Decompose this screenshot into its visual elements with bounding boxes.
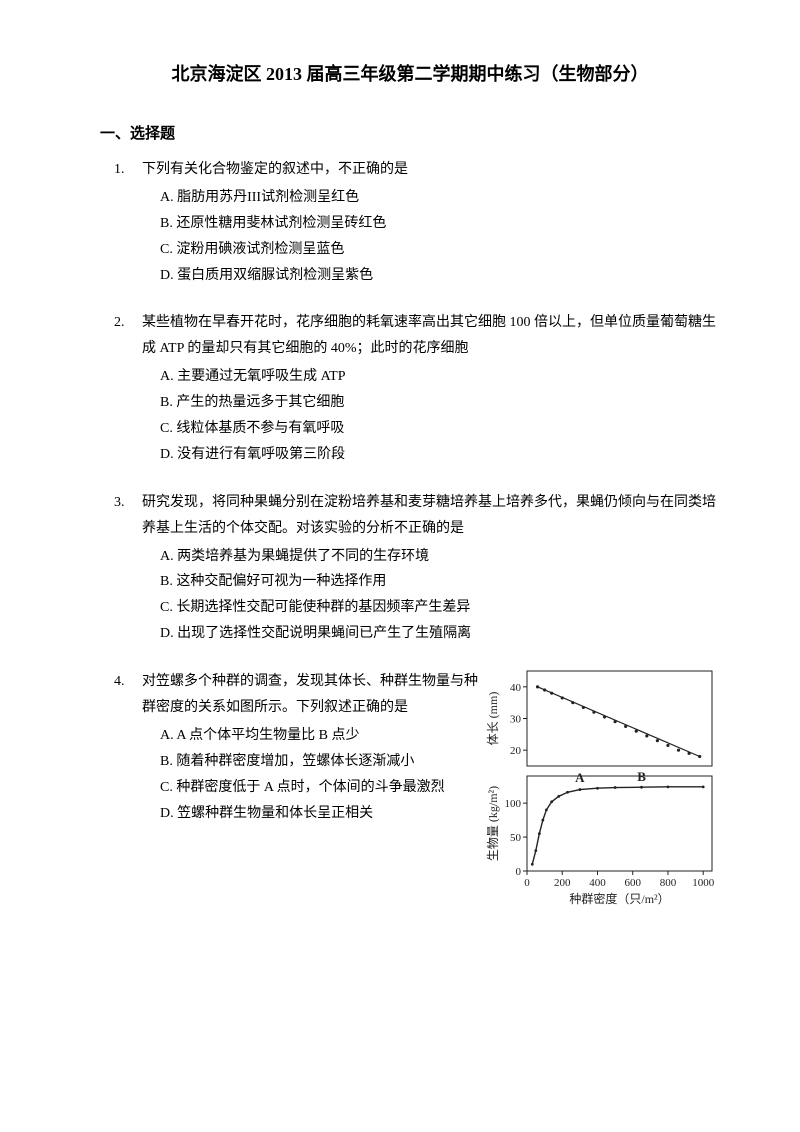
question-number: 3. (114, 490, 125, 516)
option-a: A. 两类培养基为果蝇提供了不同的生存环境 (160, 544, 720, 570)
option-d: D. 笠螺种群生物量和体长呈正相关 (160, 801, 479, 827)
options: A. 主要通过无氧呼吸生成 ATP B. 产生的热量远多于其它细胞 C. 线粒体… (142, 364, 720, 468)
option-c: C. 淀粉用碘液试剂检测呈蓝色 (160, 237, 720, 263)
question-3: 3. 研究发现，将同种果蝇分别在淀粉培养基和麦芽糖培养基上培养多代，果蝇仍倾向与… (142, 490, 720, 647)
option-d: D. 蛋白质用双缩脲试剂检测呈紫色 (160, 263, 720, 289)
option-b: B. 随着种群密度增加，笠螺体长逐渐减小 (160, 749, 479, 775)
svg-text:40: 40 (510, 682, 522, 694)
option-a: A. A 点个体平均生物量比 B 点少 (160, 723, 479, 749)
option-a: A. 脂肪用苏丹III试剂检测呈红色 (160, 185, 720, 211)
svg-text:生物量 (kg/m²): 生物量 (kg/m²) (486, 786, 500, 861)
question-number: 2. (114, 310, 125, 336)
svg-text:600: 600 (624, 877, 641, 889)
question-number: 1. (114, 157, 125, 183)
option-c: C. 种群密度低于 A 点时，个体间的斗争最激烈 (160, 775, 479, 801)
options: A. A 点个体平均生物量比 B 点少 B. 随着种群密度增加，笠螺体长逐渐减小… (142, 723, 479, 827)
svg-text:800: 800 (660, 877, 677, 889)
chart-figure: 203040体长 (mm)05010002004006008001000生物量 … (485, 665, 720, 925)
question-stem: 某些植物在早春开花时，花序细胞的耗氧速率高出其它细胞 100 倍以上，但单位质量… (142, 315, 716, 356)
option-b: B. 这种交配偏好可视为一种选择作用 (160, 569, 720, 595)
question-4: 4. 对笠螺多个种群的调查，发现其体长、种群生物量与种群密度的关系如图所示。下列… (142, 669, 720, 925)
option-d: D. 出现了选择性交配说明果蝇间已产生了生殖隔离 (160, 621, 720, 647)
svg-text:400: 400 (589, 877, 606, 889)
page-title: 北京海淀区 2013 届高三年级第二学期期中练习（生物部分） (100, 60, 720, 86)
options: A. 脂肪用苏丹III试剂检测呈红色 B. 还原性糖用斐林试剂检测呈砖红色 C.… (142, 185, 720, 289)
svg-text:30: 30 (510, 714, 522, 726)
question-stem: 对笠螺多个种群的调查，发现其体长、种群生物量与种群密度的关系如图所示。下列叙述正… (142, 674, 478, 715)
svg-text:B: B (637, 769, 646, 784)
svg-text:200: 200 (554, 877, 571, 889)
chart-svg: 203040体长 (mm)05010002004006008001000生物量 … (485, 665, 720, 915)
options: A. 两类培养基为果蝇提供了不同的生存环境 B. 这种交配偏好可视为一种选择作用… (142, 544, 720, 648)
svg-text:1000: 1000 (692, 877, 715, 889)
svg-text:0: 0 (524, 877, 530, 889)
question-1: 1. 下列有关化合物鉴定的叙述中，不正确的是 A. 脂肪用苏丹III试剂检测呈红… (142, 157, 720, 288)
option-b: B. 产生的热量远多于其它细胞 (160, 390, 720, 416)
question-stem: 下列有关化合物鉴定的叙述中，不正确的是 (142, 162, 408, 177)
svg-text:种群密度（只/m²）: 种群密度（只/m²） (569, 891, 669, 906)
option-c: C. 长期选择性交配可能使种群的基因频率产生差异 (160, 595, 720, 621)
svg-text:体长 (mm): 体长 (mm) (486, 692, 500, 746)
option-b: B. 还原性糖用斐林试剂检测呈砖红色 (160, 211, 720, 237)
option-d: D. 没有进行有氧呼吸第三阶段 (160, 442, 720, 468)
option-a: A. 主要通过无氧呼吸生成 ATP (160, 364, 720, 390)
section-heading: 一、选择题 (100, 122, 720, 143)
svg-text:50: 50 (510, 832, 522, 844)
option-c: C. 线粒体基质不参与有氧呼吸 (160, 416, 720, 442)
svg-text:100: 100 (505, 798, 522, 810)
svg-text:20: 20 (510, 745, 522, 757)
svg-text:A: A (575, 770, 585, 785)
question-stem: 研究发现，将同种果蝇分别在淀粉培养基和麦芽糖培养基上培养多代，果蝇仍倾向与在同类… (142, 495, 716, 536)
svg-text:0: 0 (516, 866, 522, 878)
question-2: 2. 某些植物在早春开花时，花序细胞的耗氧速率高出其它细胞 100 倍以上，但单… (142, 310, 720, 467)
question-number: 4. (114, 669, 125, 695)
